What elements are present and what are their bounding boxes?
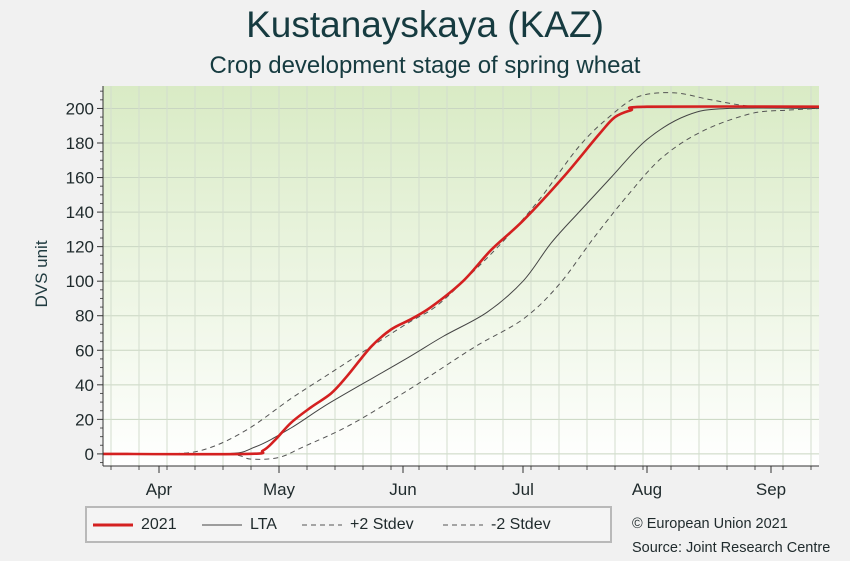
- y-tick-label: 180: [66, 134, 94, 153]
- y-tick-label: 80: [75, 307, 94, 326]
- legend-label-minus-2-stdev: -2 Stdev: [491, 515, 551, 533]
- copyright-text: © European Union 2021: [632, 516, 788, 532]
- y-axis-label: DVS unit: [32, 240, 51, 307]
- series-line-2021: [103, 105, 819, 456]
- x-tick-label: Jun: [389, 480, 416, 499]
- grid-lines: [103, 86, 819, 466]
- x-tick-label: Aug: [632, 480, 662, 499]
- source-text: Source: Joint Research Centre: [632, 540, 831, 556]
- y-tick-label: 140: [66, 203, 94, 222]
- series-layer: [103, 92, 819, 460]
- legend-item-2021: 2021: [93, 508, 177, 541]
- chart-title: Kustanayskaya (KAZ): [246, 4, 604, 45]
- x-tick-label: May: [263, 480, 296, 499]
- chart-subtitle: Crop development stage of spring wheat: [209, 52, 641, 79]
- y-tick-label: 200: [66, 99, 94, 118]
- x-tick-label: Apr: [146, 480, 173, 499]
- legend-item-minus-2-stdev: -2 Stdev: [443, 508, 551, 541]
- legend-label-2021: 2021: [141, 515, 177, 533]
- y-tick-label: 0: [85, 445, 94, 464]
- legend: 2021 LTA +2 Stdev -2 Stdev: [85, 506, 612, 543]
- plot-area: [103, 86, 819, 466]
- credits: © European Union 2021 Source: Joint Rese…: [632, 512, 830, 560]
- legend-item-plus-2-stdev: +2 Stdev: [302, 508, 414, 541]
- y-tick-label: 120: [66, 238, 94, 257]
- legend-item-lta: LTA: [202, 508, 277, 541]
- y-tick-label: 160: [66, 169, 94, 188]
- series-line-lta: [103, 107, 819, 455]
- legend-label-lta: LTA: [250, 515, 277, 533]
- x-tick-label: Jul: [512, 480, 534, 499]
- y-tick-label: 100: [66, 272, 94, 291]
- series-line-minus-2-stdev: [103, 108, 819, 460]
- x-tick-label: Sep: [756, 480, 786, 499]
- y-tick-label: 20: [75, 410, 94, 429]
- y-tick-label: 40: [75, 376, 94, 395]
- chart-canvas: 0 20 40 60 80 100 120 140 160 180 200 Apr May Jun Jul A…: [32, 86, 819, 499]
- axes: 0 20 40 60 80 100 120 140 160 180 200 Apr May Jun Jul A…: [66, 86, 819, 499]
- y-tick-label: 60: [75, 341, 94, 360]
- legend-label-plus-2-stdev: +2 Stdev: [350, 515, 414, 533]
